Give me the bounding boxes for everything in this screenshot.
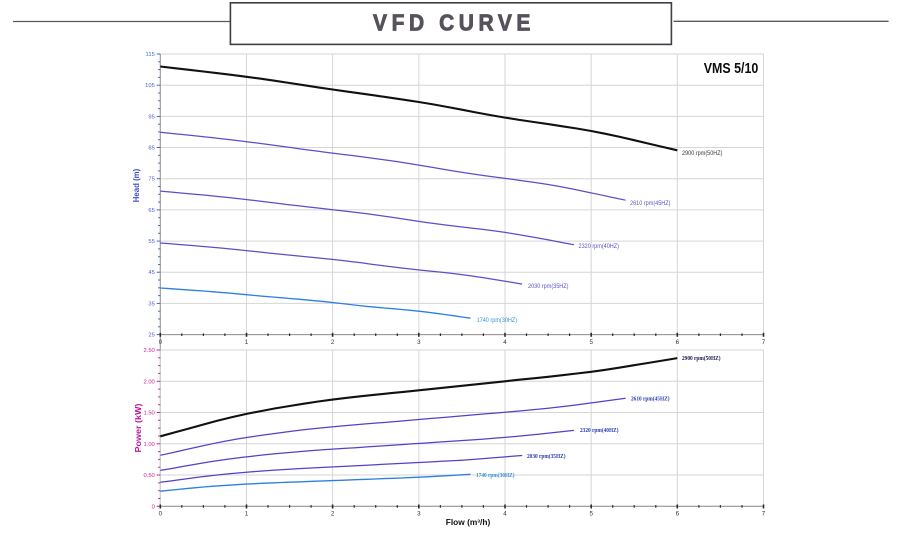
svg-text:2030 rpm(35HZ): 2030 rpm(35HZ) [528,283,569,290]
svg-text:105: 105 [145,83,155,89]
svg-text:1.50: 1.50 [144,411,155,417]
svg-text:45: 45 [148,270,154,276]
svg-text:0: 0 [159,339,163,346]
svg-text:55: 55 [148,239,154,245]
svg-text:6: 6 [676,339,680,346]
svg-text:0: 0 [159,511,163,518]
svg-text:1.00: 1.00 [144,442,155,448]
svg-text:2320 rpm(40HZ): 2320 rpm(40HZ) [580,427,619,434]
svg-text:1740 rpm(30HZ): 1740 rpm(30HZ) [477,317,517,324]
svg-text:2.00: 2.00 [144,379,155,385]
svg-text:75: 75 [148,177,154,183]
svg-text:4: 4 [503,339,507,346]
svg-text:Head (m): Head (m) [131,169,141,203]
svg-text:2900 rpm(50HZ): 2900 rpm(50HZ) [682,150,723,157]
svg-text:85: 85 [148,146,154,152]
svg-text:115: 115 [146,52,155,58]
svg-text:1: 1 [245,339,249,346]
svg-text:1740 rpm(30HZ): 1740 rpm(30HZ) [476,472,515,479]
svg-text:0: 0 [152,504,155,510]
svg-text:35: 35 [148,301,154,307]
svg-text:VFD CURVE: VFD CURVE [373,10,535,36]
svg-text:VMS 5/10: VMS 5/10 [704,61,759,77]
svg-text:2.50: 2.50 [144,348,155,354]
svg-text:7: 7 [762,511,766,518]
svg-text:65: 65 [148,208,154,214]
svg-text:5: 5 [589,511,593,518]
svg-text:2610 rpm(45HZ): 2610 rpm(45HZ) [631,395,670,402]
svg-text:2900 rpm(50HZ): 2900 rpm(50HZ) [682,355,721,362]
svg-text:1: 1 [245,511,249,518]
svg-text:4: 4 [503,511,507,518]
svg-text:Flow (m³/h): Flow (m³/h) [446,518,491,527]
svg-text:3: 3 [417,511,421,518]
svg-text:2610 rpm(45HZ): 2610 rpm(45HZ) [630,200,671,207]
svg-text:2: 2 [331,511,335,518]
svg-text:7: 7 [762,339,766,346]
svg-text:2030 rpm(35HZ): 2030 rpm(35HZ) [527,453,566,460]
svg-text:2320 rpm(40HZ): 2320 rpm(40HZ) [579,243,620,250]
svg-text:5: 5 [589,339,593,346]
svg-text:95: 95 [148,114,154,120]
svg-text:3: 3 [417,339,421,346]
svg-text:0.50: 0.50 [144,473,155,479]
svg-text:Power (kW): Power (kW) [133,403,143,452]
svg-text:6: 6 [676,511,680,518]
svg-text:25: 25 [148,333,154,339]
svg-text:2: 2 [331,339,335,346]
